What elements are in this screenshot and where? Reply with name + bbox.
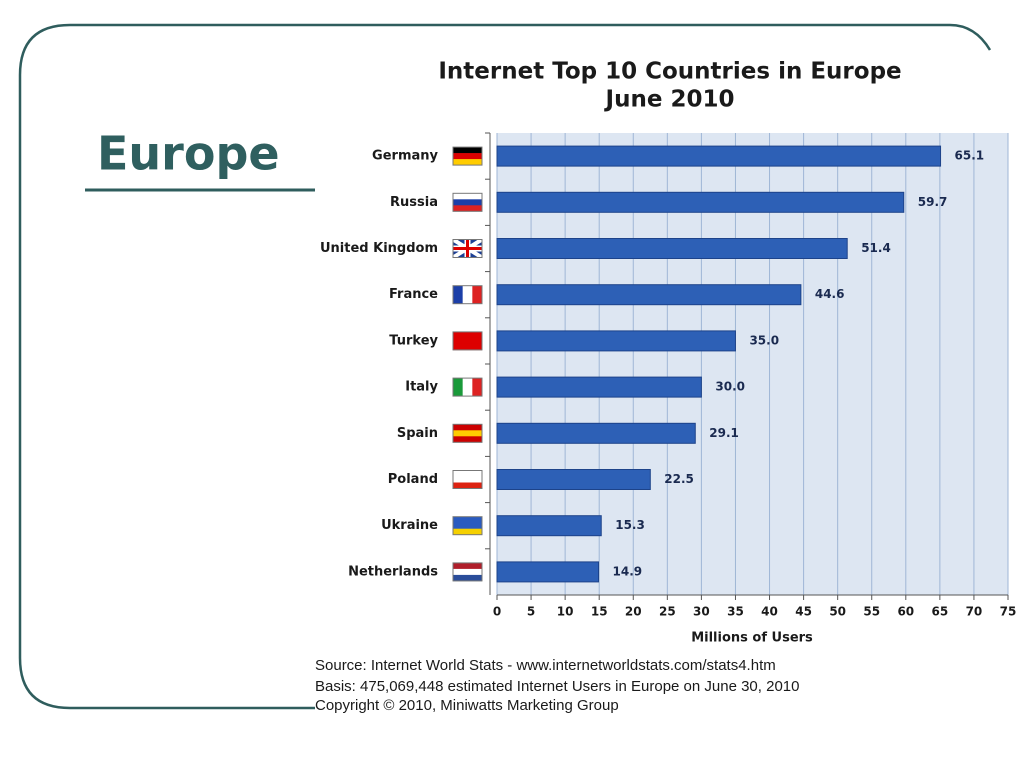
flag [453, 337, 482, 345]
flag [453, 153, 482, 160]
x-tick-label: 15 [591, 605, 608, 619]
chart-title: Internet Top 10 Countries in Europe [438, 59, 901, 85]
x-tick-label: 20 [625, 605, 642, 619]
flag [453, 205, 482, 212]
value-label: 30.0 [715, 380, 745, 394]
x-tick-label: 5 [527, 605, 535, 619]
chart-subtitle: June 2010 [604, 87, 735, 113]
value-label: 65.1 [955, 149, 985, 163]
bar [496, 376, 702, 398]
value-label: 44.6 [815, 287, 845, 301]
flag [453, 482, 482, 489]
x-tick-label: 55 [863, 605, 880, 619]
flag [453, 285, 463, 304]
y-tick-label: Turkey [389, 333, 438, 348]
value-label: 14.9 [613, 564, 643, 578]
slide-frame [18, 23, 992, 710]
flag-border [452, 562, 483, 582]
flag [462, 285, 473, 304]
flag [453, 522, 482, 529]
x-tick-label: 40 [761, 605, 778, 619]
flag [462, 378, 473, 397]
flag [453, 476, 482, 483]
bar [496, 191, 905, 213]
bar [496, 422, 696, 444]
flag [453, 193, 482, 200]
flag [453, 470, 482, 477]
flag [453, 574, 482, 582]
x-tick-label: 45 [795, 605, 812, 619]
bar [496, 238, 848, 259]
flag-border [452, 516, 483, 536]
x-tick-label: 70 [966, 605, 983, 619]
bar [496, 330, 736, 352]
x-tick-label: 75 [1000, 605, 1017, 619]
x-axis-label: Millions of Users [691, 631, 813, 646]
flag [453, 147, 482, 154]
y-tick-label: Italy [405, 380, 438, 395]
x-tick-label: 65 [932, 605, 949, 619]
flag [453, 424, 482, 431]
bar [496, 561, 600, 583]
flag [472, 285, 483, 304]
flag-border [452, 470, 483, 489]
y-tick-label: Ukraine [381, 518, 438, 533]
flag-border [452, 423, 483, 443]
source-note: Copyright © 2010, Miniwatts Marketing Gr… [315, 697, 619, 714]
source-note: Source: Internet World Stats - www.inter… [315, 657, 776, 674]
x-tick-label: 60 [897, 605, 914, 619]
flag [453, 199, 482, 206]
flag [453, 378, 463, 397]
x-tick-label: 50 [829, 605, 846, 619]
flag [453, 528, 482, 535]
flag-border [452, 239, 483, 258]
value-label: 35.0 [749, 333, 779, 347]
flag [453, 239, 482, 258]
flag-border [452, 331, 483, 351]
value-label: 29.1 [709, 426, 739, 440]
y-tick-label: Germany [372, 149, 438, 164]
flag-border [452, 377, 483, 397]
bar [496, 284, 802, 306]
flag [453, 159, 482, 166]
flag [453, 562, 482, 570]
flag [453, 343, 482, 351]
x-tick-label: 0 [493, 605, 501, 619]
value-label: 22.5 [664, 472, 694, 486]
x-tick-label: 10 [557, 605, 574, 619]
y-tick-label: Spain [397, 426, 438, 441]
flag-border [452, 146, 483, 166]
flag [453, 568, 482, 576]
flag-border [452, 285, 483, 305]
flag [472, 378, 483, 397]
x-tick-label: 35 [727, 605, 744, 619]
flag-border [452, 192, 483, 212]
value-label: 59.7 [918, 195, 948, 209]
slide-heading: Europe [97, 127, 280, 181]
y-tick-label: France [389, 287, 438, 302]
flag [453, 436, 482, 443]
x-tick-label: 30 [693, 605, 710, 619]
flag [453, 430, 482, 437]
value-label: 51.4 [861, 241, 891, 255]
x-tick-label: 25 [659, 605, 676, 619]
bar [496, 515, 602, 537]
y-tick-label: Poland [388, 472, 438, 487]
source-note: Basis: 475,069,448 estimated Internet Us… [315, 678, 799, 695]
y-tick-label: Netherlands [348, 564, 438, 579]
flag [453, 331, 482, 339]
bar [496, 145, 942, 167]
flag [453, 516, 482, 523]
value-label: 15.3 [615, 518, 645, 532]
y-tick-label: Russia [390, 195, 438, 210]
bar [496, 469, 651, 490]
y-tick-label: United Kingdom [320, 241, 438, 256]
